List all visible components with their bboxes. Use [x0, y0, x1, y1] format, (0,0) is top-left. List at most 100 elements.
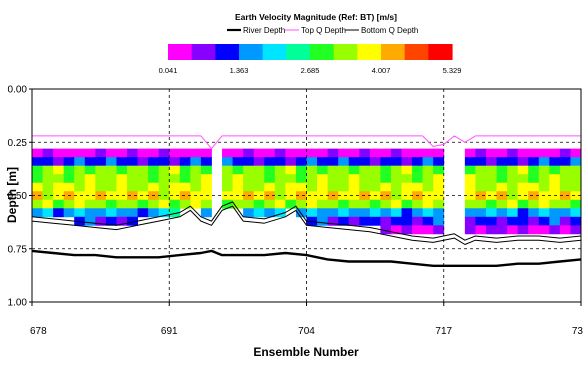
heatmap-cell-160	[243, 199, 255, 209]
colorbar-swatch-8	[357, 44, 382, 60]
heatmap-cell-402	[538, 216, 550, 226]
heatmap-cell-140	[222, 148, 233, 158]
series-line-3	[31, 205, 582, 245]
heatmap-cell-316	[433, 165, 445, 175]
heatmap-cell-256	[369, 157, 381, 167]
heatmap-cell-296	[412, 165, 424, 175]
heatmap-cell-219	[327, 148, 339, 158]
heatmap-cell-76	[116, 216, 128, 226]
legend-label-0: River Depth	[243, 26, 285, 35]
heatmap-cell-82	[127, 191, 138, 201]
heatmap-cell-386	[528, 165, 540, 175]
heatmap-cell-58	[95, 216, 107, 226]
heatmap-cell-83	[127, 199, 138, 209]
heatmap-cell-356	[496, 165, 508, 175]
heatmap-cell-372	[507, 216, 519, 226]
heatmap-cell-7	[32, 208, 43, 218]
colorbar-tick-3: 4.007	[372, 66, 391, 75]
heatmap-cell-202	[306, 157, 318, 167]
heatmap-cell-105	[158, 174, 170, 184]
heatmap-cell-220	[327, 157, 339, 167]
heatmap-cell-235	[338, 208, 350, 218]
heatmap-cell-238	[348, 157, 360, 167]
heatmap-cell-115	[169, 191, 181, 201]
heatmap-cell-177	[264, 208, 276, 218]
heatmap-cell-75	[116, 208, 128, 218]
heatmap-cell-382	[517, 216, 529, 226]
heatmap-cell-307	[422, 174, 434, 184]
heatmap-cell-416	[559, 165, 571, 175]
heatmap-cell-78	[127, 157, 138, 167]
heatmap-cell-361	[496, 208, 508, 218]
heatmap-cell-190	[285, 182, 297, 192]
heatmap-cell-367	[507, 174, 519, 184]
heatmap-cell-12	[42, 182, 54, 192]
heatmap-cell-292	[401, 216, 413, 226]
heatmap-cell-406	[549, 165, 561, 175]
heatmap-cell-163	[253, 157, 265, 167]
heatmap-cell-181	[274, 174, 286, 184]
heatmap-cell-38	[74, 199, 86, 209]
heatmap-cell-188	[285, 165, 297, 175]
heatmap-cell-422	[559, 216, 571, 226]
heatmap-cell-237	[348, 148, 360, 158]
heatmap-cell-340	[475, 199, 487, 209]
heatmap-cell-61	[105, 165, 117, 175]
heatmap-cell-305	[422, 157, 434, 167]
heatmap-cell-118	[179, 148, 191, 158]
colorbar-swatch-5	[286, 44, 311, 60]
heatmap-cell-16	[53, 148, 65, 158]
colorbar-swatch-11	[428, 44, 453, 60]
heatmap-cell-407	[549, 174, 561, 184]
heatmap-cell-380	[517, 199, 529, 209]
heatmap-cell-280	[390, 199, 402, 209]
heatmap-cell-294	[412, 148, 424, 158]
heatmap-cell-162	[253, 148, 265, 158]
heatmap-cell-324	[464, 148, 476, 158]
heatmap-cell-72	[116, 182, 128, 192]
heatmap-cell-192	[285, 199, 297, 209]
heatmap-cell-10	[42, 165, 54, 175]
heatmap-cell-89	[137, 174, 149, 184]
heatmap-cell-347	[485, 174, 497, 184]
heatmap-cell-80	[127, 174, 138, 184]
heatmap-cell-171	[264, 157, 276, 167]
heatmap-cell-410	[549, 199, 561, 209]
heatmap-cell-91	[137, 191, 149, 201]
heatmap-cell-157	[243, 174, 255, 184]
colorbar-swatch-10	[404, 44, 429, 60]
heatmap-cell-186	[285, 148, 297, 158]
heatmap-cell-47	[84, 199, 96, 209]
heatmap-cell-198	[295, 191, 307, 201]
heatmap-cell-250	[359, 182, 371, 192]
series-line-0	[31, 249, 582, 267]
heatmap-cell-325	[464, 157, 476, 167]
heatmap-cell-44	[84, 174, 96, 184]
heatmap-cell-13	[42, 191, 54, 201]
heatmap-cell-271	[380, 208, 392, 218]
heatmap-cell-6	[32, 199, 43, 209]
colorbar-tick-4: 5.329	[443, 66, 462, 75]
heatmap-cell-420	[559, 199, 571, 209]
heatmap-cell-136	[200, 182, 212, 192]
y-tick-label-0: 0.00	[8, 85, 28, 96]
heatmap-cell-308	[422, 182, 434, 192]
heatmap-cell-379	[517, 191, 529, 201]
heatmap-cell-429	[570, 191, 582, 201]
heatmap-cell-60	[105, 157, 117, 167]
heatmap-cell-28	[63, 182, 75, 192]
heatmap-cell-112	[169, 165, 181, 175]
heatmap-cell-277	[390, 174, 402, 184]
heatmap-cell-348	[485, 182, 497, 192]
heatmap-cell-273	[380, 225, 392, 235]
heatmap-cell-301	[412, 208, 424, 218]
heatmap-cell-414	[559, 148, 571, 158]
heatmap-cell-387	[528, 174, 540, 184]
colorbar-swatch-1	[191, 44, 216, 60]
heatmap-cell-161	[243, 208, 255, 218]
heatmap-cell-41	[84, 148, 96, 158]
heatmap-cell-212	[317, 165, 329, 175]
heatmap-cell-274	[390, 148, 402, 158]
heatmap-cell-114	[169, 182, 181, 192]
heatmap-cell-173	[264, 174, 276, 184]
